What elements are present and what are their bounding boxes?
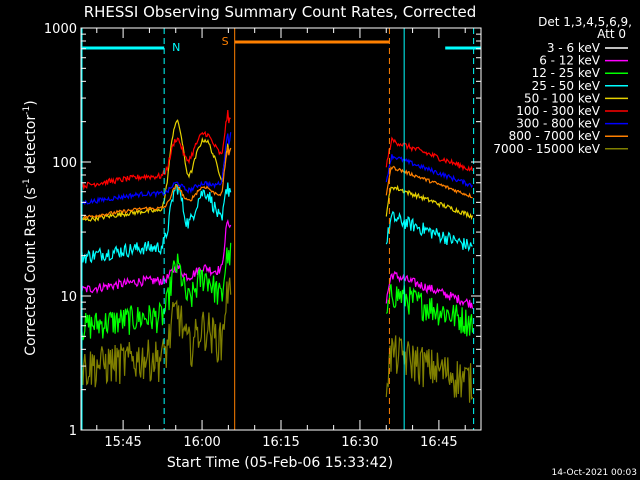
series-line-3-6-kev bbox=[385, 353, 474, 431]
legend-label: 100 - 300 keV bbox=[516, 104, 600, 118]
y-tick-label: 1000 bbox=[44, 22, 77, 37]
series-line-800-7000-kev bbox=[385, 165, 473, 199]
y-axis-label-sup1: -1 bbox=[22, 178, 32, 187]
x-tick-label: 16:00 bbox=[183, 435, 220, 450]
axes: 15:45 16:00 16:15 16:30 16:45 1 10 100 1000 bbox=[44, 22, 482, 450]
series-line-25-50-kev bbox=[80, 182, 232, 264]
night-label: N bbox=[172, 41, 180, 54]
series-line-7000-15000-kev bbox=[385, 335, 474, 403]
y-tick-label: 100 bbox=[52, 156, 77, 171]
y-tick-label: 1 bbox=[69, 424, 77, 439]
series-line-100-300-kev bbox=[385, 136, 474, 172]
legend-header-line2: Att 0 bbox=[597, 27, 626, 41]
series-line-50-100-kev bbox=[385, 184, 474, 221]
x-tick-label: 15:45 bbox=[104, 435, 141, 450]
series-line-6-12-kev bbox=[80, 219, 232, 295]
legend-label: 6 - 12 keV bbox=[539, 54, 601, 68]
footer-timestamp: 14-Oct-2021 00:03 bbox=[552, 468, 637, 478]
series-line-300-800-kev bbox=[385, 154, 473, 189]
y-axis-label: Corrected Count Rate (s-1 detector-1) bbox=[22, 100, 39, 355]
saa-label: S bbox=[222, 35, 229, 48]
legend-label: 25 - 50 keV bbox=[532, 79, 601, 93]
x-tick-label: 16:15 bbox=[262, 435, 299, 450]
series-line-6-12-kev bbox=[385, 270, 474, 309]
series-line-25-50-kev bbox=[385, 210, 473, 252]
series-line-800-7000-kev bbox=[80, 146, 232, 221]
y-axis-label-part1: Corrected Count Rate (s bbox=[23, 187, 39, 355]
legend-label: 7000 - 15000 keV bbox=[493, 142, 600, 156]
legend-header-line1: Det 1,3,4,5,6,9, bbox=[538, 15, 632, 29]
series-line-12-25-kev bbox=[80, 242, 232, 341]
chart-title: RHESSI Observing Summary Count Rates, Co… bbox=[84, 3, 477, 21]
legend-label: 800 - 7000 keV bbox=[509, 129, 601, 143]
series-line-7000-15000-kev bbox=[80, 277, 232, 388]
series-line-12-25-kev bbox=[385, 284, 474, 337]
series-line-100-300-kev bbox=[80, 110, 231, 191]
y-axis-label-sup2: -1 bbox=[22, 106, 32, 115]
legend-label: 50 - 100 keV bbox=[524, 91, 601, 105]
x-axis-label: Start Time (05-Feb-06 15:33:42) bbox=[167, 455, 393, 471]
legend-label: 300 - 800 keV bbox=[516, 117, 600, 131]
legend-label: 12 - 25 keV bbox=[532, 66, 601, 80]
y-tick-label: 10 bbox=[60, 290, 77, 305]
y-axis-label-part2: detector bbox=[23, 115, 39, 179]
y-axis-label-part3: ) bbox=[23, 100, 39, 105]
series-line-300-800-kev bbox=[80, 132, 232, 206]
legend-label: 3 - 6 keV bbox=[547, 41, 601, 55]
x-tick-label: 16:30 bbox=[341, 435, 378, 450]
x-tick-label: 16:45 bbox=[420, 435, 457, 450]
